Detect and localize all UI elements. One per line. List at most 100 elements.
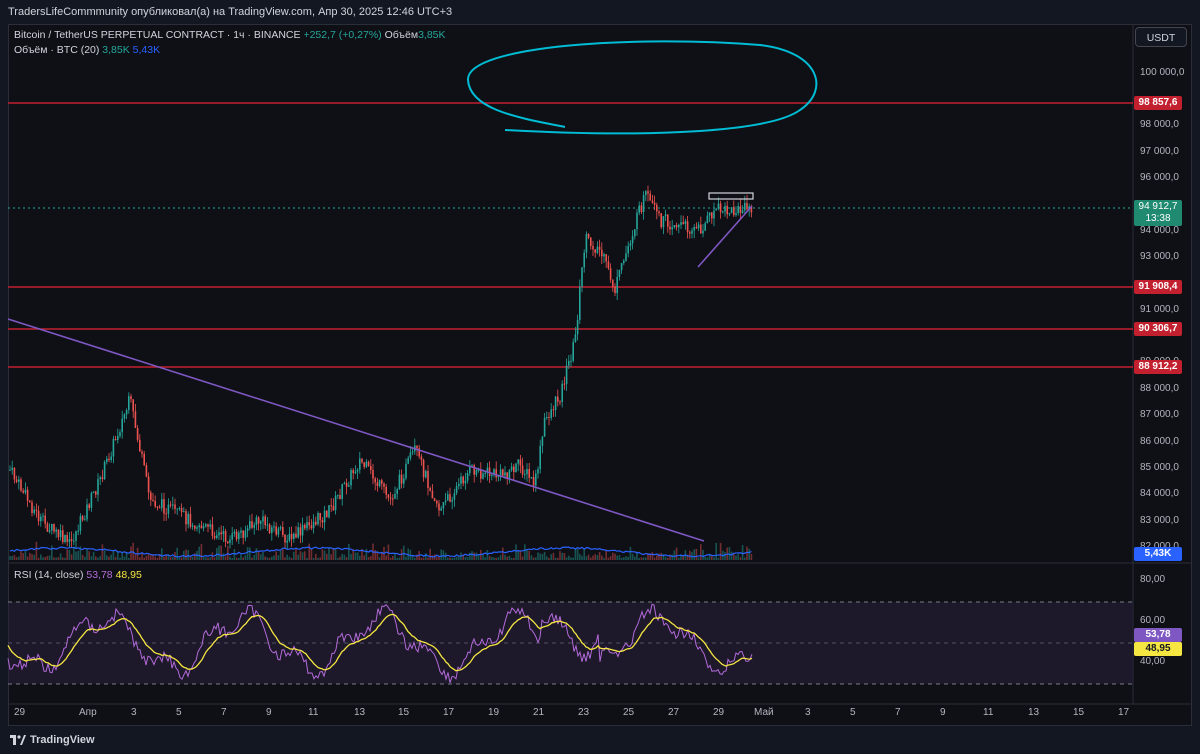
candle-body <box>319 512 321 521</box>
volume-bar <box>539 553 541 560</box>
volume-bar <box>29 552 31 560</box>
candle-body <box>678 224 680 228</box>
time-tick: 25 <box>623 707 635 718</box>
candle-body <box>365 461 368 467</box>
volume-bar <box>695 548 698 560</box>
candle-body <box>587 233 590 238</box>
candle-body <box>548 416 550 418</box>
volume-bar <box>156 557 159 560</box>
target-zone-ellipse[interactable] <box>466 40 818 135</box>
candle-body <box>374 478 376 483</box>
candle-body <box>231 533 233 540</box>
candle-body <box>81 516 84 521</box>
volume-bar <box>88 551 90 560</box>
descending-trendline[interactable] <box>7 318 705 542</box>
current-price-label[interactable]: 94 912,7 13:38 <box>1134 200 1182 226</box>
volume-bar <box>638 557 640 560</box>
volume-bar <box>750 553 753 560</box>
candle-body <box>317 512 319 525</box>
level-label[interactable]: 90 306,7 <box>1134 322 1182 336</box>
level-label[interactable]: 88 912,2 <box>1134 360 1182 374</box>
brand-logo[interactable]: TradingView <box>10 734 95 746</box>
candle-body <box>495 469 497 478</box>
price-tick: 84 000,0 <box>1140 488 1179 499</box>
volume-bar <box>11 555 13 560</box>
volume-bar <box>240 554 242 560</box>
candle-body <box>605 254 607 262</box>
volume-bar <box>268 557 271 560</box>
volume-bar <box>715 542 717 560</box>
volume-bar <box>675 547 678 560</box>
candle-body <box>704 223 706 231</box>
volume-bar <box>594 554 596 560</box>
volume-bar <box>620 557 623 560</box>
candle-body <box>550 409 552 418</box>
volume-bar <box>689 550 691 560</box>
price-tick: 97 000,0 <box>1140 146 1179 157</box>
volume-bar <box>482 553 484 560</box>
time-tick: 5 <box>176 707 182 718</box>
range-box[interactable] <box>708 192 754 200</box>
candle-body <box>282 527 284 535</box>
candle-body <box>609 268 612 280</box>
candle-body <box>651 200 654 203</box>
candle-body <box>491 475 493 477</box>
candle-body <box>79 516 82 531</box>
candle-body <box>301 524 304 536</box>
candle-body <box>77 530 79 532</box>
volume-bar <box>667 557 669 560</box>
candles[interactable] <box>9 185 753 550</box>
volume-bar <box>513 557 515 560</box>
candle-body <box>141 451 143 454</box>
candle-body <box>486 467 489 473</box>
rsi-value-label: 53,78 <box>1134 628 1182 642</box>
volume-bar <box>86 548 88 560</box>
candle-body <box>273 526 275 528</box>
level-label[interactable]: 91 908,4 <box>1134 280 1182 294</box>
volume-bar <box>22 553 24 560</box>
volume-bar <box>572 557 574 560</box>
rsi-legend[interactable]: RSI (14, close) 53,78 48,95 <box>14 569 142 581</box>
volume-bar <box>385 555 387 560</box>
volume-bar <box>18 556 20 560</box>
volume-ma-value-1: 3,85K <box>102 44 130 56</box>
volume-bar <box>590 557 592 560</box>
candle-body <box>29 500 31 503</box>
candle-body <box>293 533 295 539</box>
volume-bar <box>552 552 555 560</box>
volume-legend[interactable]: Объём · BTC (20) 3,85K 5,43K <box>14 44 160 56</box>
volume-bar <box>554 557 557 560</box>
candle-body <box>675 225 678 228</box>
candle-body <box>557 396 559 402</box>
symbol-legend[interactable]: Bitcoin / TetherUS PERPETUAL CONTRACT · … <box>14 29 446 41</box>
candle-body <box>22 490 24 493</box>
volume-bar <box>264 556 266 560</box>
volume-bar <box>326 553 328 560</box>
level-label[interactable]: 98 857,6 <box>1134 96 1182 110</box>
volume-bar <box>396 557 398 560</box>
volume-bar <box>343 554 346 560</box>
volume-bar <box>697 557 700 560</box>
volume-bar <box>42 557 44 560</box>
ascending-trendline[interactable] <box>697 205 753 268</box>
candle-body <box>40 516 42 522</box>
candle-body <box>240 530 242 533</box>
candle-body <box>526 469 528 475</box>
candle-body <box>565 365 568 385</box>
currency-button[interactable]: USDT <box>1135 27 1187 47</box>
candle-body <box>625 253 627 261</box>
volume-bar <box>420 557 423 560</box>
rsi-ma-value-label: 48,95 <box>1134 642 1182 656</box>
candle-body <box>176 508 178 510</box>
time-tick: 3 <box>131 707 137 718</box>
candle-body <box>453 492 456 500</box>
candle-body <box>211 524 214 536</box>
volume-bar <box>550 554 552 560</box>
volume-bar <box>436 557 438 560</box>
candle-body <box>669 226 671 230</box>
volume-bar <box>321 549 324 560</box>
volume-bar <box>304 551 306 560</box>
candle-body <box>136 427 139 440</box>
rsi-ma-line <box>7 613 753 672</box>
